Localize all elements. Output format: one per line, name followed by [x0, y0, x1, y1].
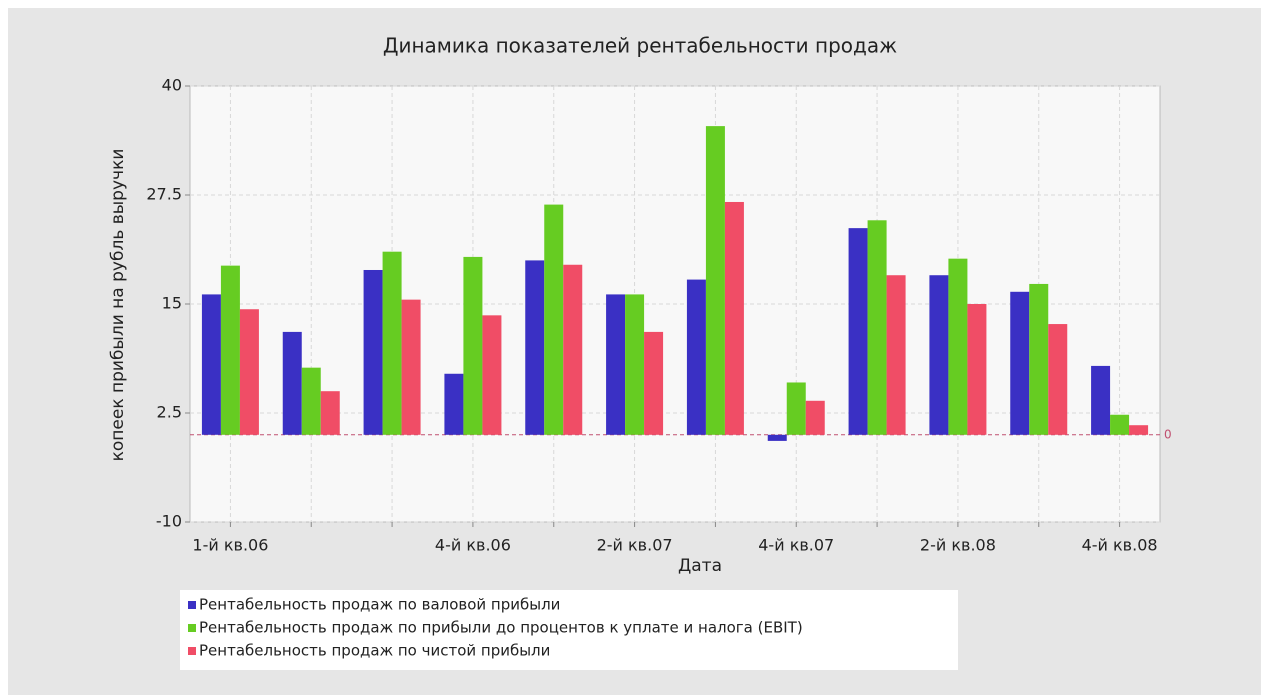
- bar: [463, 256, 483, 435]
- bar: [867, 220, 887, 435]
- bar: [544, 204, 564, 435]
- bar: [363, 269, 383, 435]
- y-tick-label: 15: [162, 294, 182, 313]
- x-axis-label: Дата: [678, 556, 722, 576]
- bar: [382, 251, 402, 435]
- y-tick-label: 27.5: [146, 185, 182, 204]
- bar: [525, 260, 545, 435]
- bar: [767, 434, 787, 441]
- y-tick-label: 2.5: [157, 403, 182, 422]
- legend-swatch: [188, 601, 196, 609]
- bar: [886, 275, 906, 435]
- legend-label: Рентабельность продаж по валовой прибыли: [199, 596, 560, 614]
- bar: [948, 258, 968, 435]
- legend-swatch: [188, 624, 196, 632]
- bar: [301, 367, 321, 435]
- x-tick-label: 4-й кв.07: [758, 536, 834, 555]
- bar: [644, 331, 664, 435]
- bar: [1091, 365, 1111, 435]
- y-tick-label: -10: [156, 512, 182, 531]
- bar: [320, 391, 340, 435]
- bar: [625, 294, 645, 435]
- bar: [401, 299, 421, 435]
- x-tick-label: 2-й кв.07: [597, 536, 673, 555]
- bar: [1048, 324, 1068, 435]
- legend-swatch: [188, 647, 196, 655]
- bar: [282, 331, 302, 435]
- bar: [444, 373, 464, 435]
- bar: [786, 382, 806, 435]
- bar: [563, 264, 583, 435]
- legend: [180, 590, 958, 670]
- marker-label: 0: [1164, 427, 1172, 441]
- x-tick-label: 4-й кв.06: [435, 536, 511, 555]
- chart-title: Динамика показателей рентабельности прод…: [383, 34, 897, 58]
- bar: [606, 294, 626, 435]
- bar: [848, 228, 868, 435]
- bar: [967, 304, 987, 435]
- bar: [805, 400, 825, 435]
- bar: [929, 275, 949, 435]
- y-axis-label: копеек прибыли на рубль выручки: [108, 149, 128, 462]
- bar: [724, 201, 744, 435]
- bar: [220, 265, 240, 435]
- x-tick-label: 4-й кв.08: [1082, 536, 1158, 555]
- bar: [482, 315, 502, 435]
- bar: [686, 279, 706, 435]
- x-tick-label: 1-й кв.06: [192, 536, 268, 555]
- legend-label: Рентабельность продаж по прибыли до проц…: [199, 619, 803, 637]
- legend-label: Рентабельность продаж по чистой прибыли: [199, 642, 550, 660]
- bar: [705, 126, 725, 435]
- bar: [1110, 414, 1130, 435]
- y-tick-label: 40: [162, 76, 182, 95]
- bar: [201, 294, 221, 435]
- bar: [1010, 291, 1030, 435]
- bar: [239, 309, 259, 435]
- bar: [1029, 283, 1049, 435]
- x-tick-label: 2-й кв.08: [920, 536, 996, 555]
- bar: [1129, 425, 1149, 435]
